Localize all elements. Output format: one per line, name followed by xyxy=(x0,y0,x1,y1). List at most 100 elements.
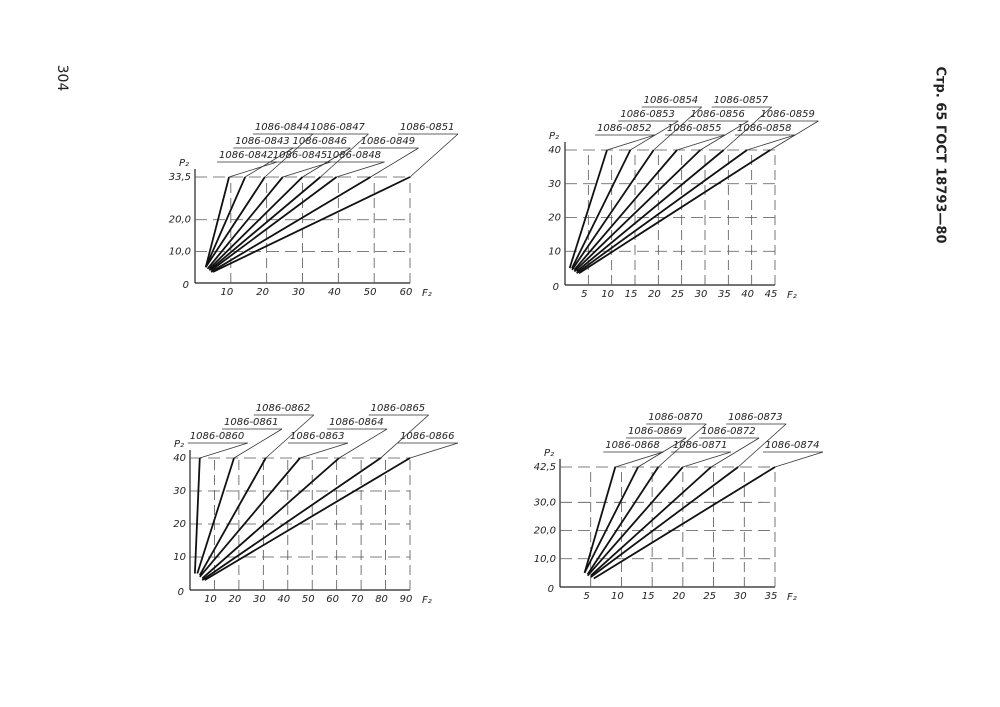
series-line xyxy=(201,457,340,580)
label-leader xyxy=(710,437,760,468)
series-label: 1086-0871 xyxy=(673,440,728,451)
series-line xyxy=(576,149,725,273)
label-leader xyxy=(630,120,679,151)
x-tick-label: 80 xyxy=(375,594,388,605)
label-leader xyxy=(299,442,349,459)
y-tick-label: 42,5 xyxy=(534,462,556,473)
series-label: 1086-0843 xyxy=(235,136,290,147)
series-label: 1086-0844 xyxy=(255,122,310,133)
series-label: 1086-0857 xyxy=(714,95,769,106)
series-line xyxy=(201,457,382,581)
series-label: 1086-0872 xyxy=(701,426,756,437)
series-line xyxy=(206,176,284,270)
x-tick-label: 50 xyxy=(364,287,377,298)
series-line xyxy=(199,457,301,578)
y-tick-label: 30 xyxy=(173,486,186,497)
x-axis-label: F₂ xyxy=(422,595,432,606)
series-label: 1086-0851 xyxy=(400,122,455,133)
series-line xyxy=(583,466,639,574)
label-leader xyxy=(637,437,687,468)
series-line xyxy=(198,457,267,576)
series-label: 1086-0863 xyxy=(290,431,345,442)
series-label: 1086-0869 xyxy=(628,426,683,437)
series-line xyxy=(204,176,246,268)
x-tick-label: 20 xyxy=(648,289,661,300)
series-label: 1086-0845 xyxy=(273,150,328,161)
series-line xyxy=(204,457,411,581)
series-label: 1086-0859 xyxy=(760,109,815,120)
x-tick-label: 15 xyxy=(625,289,638,300)
y-axis-label: P₂ xyxy=(179,158,189,169)
label-leader xyxy=(338,428,388,459)
x-tick-label: 90 xyxy=(400,594,413,605)
label-leader xyxy=(380,414,429,459)
x-tick-label: 5 xyxy=(584,591,590,602)
label-leader xyxy=(199,442,248,459)
series-label: 1086-0842 xyxy=(219,150,274,161)
label-leader xyxy=(228,161,278,178)
y-tick-label: 20 xyxy=(548,213,561,224)
y-axis-label: P₂ xyxy=(174,439,184,450)
series-label: 1086-0854 xyxy=(644,95,699,106)
series-label: 1086-0865 xyxy=(371,403,426,414)
series-line xyxy=(576,149,748,274)
series-line xyxy=(196,457,235,574)
x-tick-label: 15 xyxy=(642,591,655,602)
label-leader xyxy=(606,134,656,151)
series-label: 1086-0861 xyxy=(224,417,279,428)
y-tick-label: 10 xyxy=(548,246,561,257)
x-tick-label: 30 xyxy=(734,591,747,602)
series-line xyxy=(593,466,776,580)
x-axis-origin: 0 xyxy=(553,282,559,293)
y-tick-label: 20 xyxy=(173,519,186,530)
label-leader xyxy=(265,414,315,459)
x-tick-label: 30 xyxy=(292,287,305,298)
label-leader xyxy=(370,147,419,178)
series-line xyxy=(208,176,304,270)
label-leader xyxy=(233,428,283,459)
series-label: 1086-0848 xyxy=(327,150,382,161)
series-line xyxy=(590,466,739,578)
x-tick-label: 30 xyxy=(695,289,708,300)
series-line xyxy=(573,149,678,271)
series-label: 1086-0870 xyxy=(648,412,703,423)
y-tick-label: 10,0 xyxy=(169,246,191,257)
series-label: 1086-0864 xyxy=(329,417,384,428)
x-axis-origin: 0 xyxy=(183,280,189,291)
x-tick-label: 35 xyxy=(718,289,731,300)
label-leader xyxy=(615,451,664,468)
y-tick-label: 33,5 xyxy=(169,172,191,183)
label-leader xyxy=(302,147,351,178)
label-leader xyxy=(774,451,824,468)
series-label: 1086-0873 xyxy=(728,412,783,423)
series-line xyxy=(571,149,632,269)
x-tick-label: 20 xyxy=(229,594,242,605)
series-label: 1086-0862 xyxy=(256,403,311,414)
series-line xyxy=(204,176,230,268)
series-label: 1086-0855 xyxy=(667,123,722,134)
label-leader xyxy=(320,133,369,178)
series-label: 1086-0852 xyxy=(597,123,652,134)
y-axis-label: P₂ xyxy=(549,131,559,142)
label-leader xyxy=(409,133,459,178)
x-tick-label: 20 xyxy=(256,287,269,298)
label-leader xyxy=(676,134,726,151)
y-tick-label: 30 xyxy=(548,179,561,190)
series-line xyxy=(193,457,201,574)
x-tick-label: 70 xyxy=(351,594,364,605)
x-axis-label: F₂ xyxy=(787,290,797,301)
label-leader xyxy=(658,423,707,468)
x-tick-label: 40 xyxy=(328,287,341,298)
label-leader xyxy=(336,161,385,178)
x-tick-label: 50 xyxy=(302,594,315,605)
series-line xyxy=(573,149,701,273)
label-leader xyxy=(737,423,787,468)
label-leader xyxy=(682,451,731,468)
series-line xyxy=(208,176,321,272)
label-leader xyxy=(770,120,819,151)
y-tick-label: 10 xyxy=(173,552,186,563)
series-line xyxy=(586,466,684,577)
y-tick-label: 40 xyxy=(173,453,186,464)
series-line xyxy=(571,149,655,271)
